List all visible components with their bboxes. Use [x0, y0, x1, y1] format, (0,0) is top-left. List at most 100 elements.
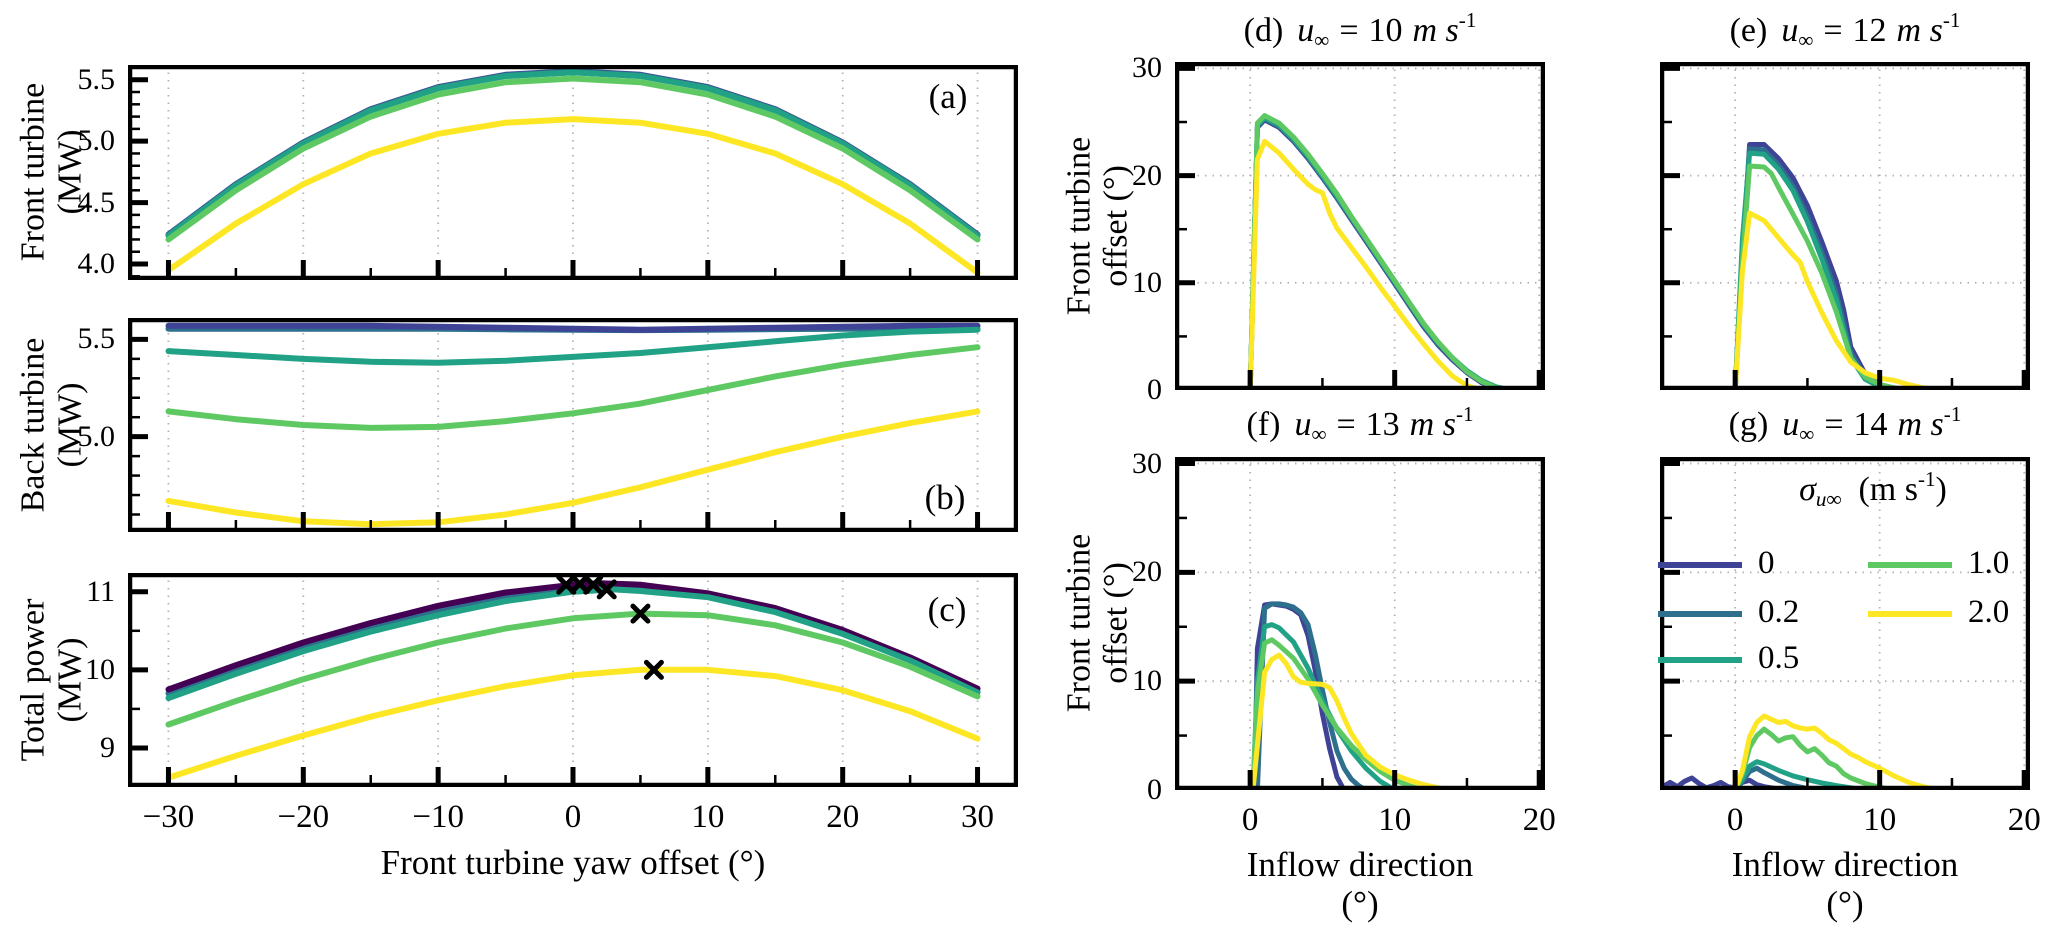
panel-border: [1660, 62, 2030, 390]
panel-border: [1175, 62, 1545, 390]
y-tick-label: 0: [1147, 373, 1162, 406]
panel-g-plot: [1660, 457, 2030, 790]
y-tick-label: 30: [1132, 446, 1162, 480]
legend: σu∞ (m s-1) 0 0.2 0.5 1.0 2.0: [1650, 457, 2038, 790]
y-tick-label: 0: [1147, 773, 1162, 806]
optimum-x-marker: [556, 574, 577, 595]
x-tick-label: −20: [277, 799, 330, 835]
legend-label: 2.0: [1968, 594, 2010, 630]
legend-entry-4: 2.0: [1868, 592, 2009, 632]
panel-a-letter: (a): [928, 77, 968, 116]
y-tick-label: 4.5: [77, 185, 116, 219]
panel-a-plot: [128, 65, 1018, 280]
panel-border: [128, 65, 1018, 280]
left-xlabel: Front turbine yaw offset (°): [380, 843, 766, 882]
optimum-x-marker: [643, 659, 664, 680]
panel-d-title: (d) u∞ = 10 m s-1: [1243, 8, 1477, 52]
series-line-sigma-0.2: [1732, 146, 1897, 390]
x-tick-label: 20: [2007, 802, 2041, 838]
panel-c-plot: [128, 573, 1018, 787]
legend-entry-1: 0.2: [1658, 592, 1799, 632]
x-tick-label: 20: [1522, 802, 1556, 838]
series-line-sigma-1.0: [165, 75, 981, 243]
series-line-sigma-1.0: [1250, 637, 1427, 790]
panel-b-plot: [128, 318, 1018, 532]
panel-border: [128, 573, 1018, 787]
panel-b-letter: (b): [924, 478, 966, 517]
series-line-sigma-0: [1252, 601, 1347, 790]
optimum-x-marker: [630, 603, 651, 624]
series-line-sigma-2.0: [1250, 652, 1455, 790]
series-line-sigma-0: [165, 580, 981, 693]
y-tick-label: 10: [85, 652, 115, 686]
y-tick-label: 5.0: [77, 124, 116, 158]
x-tick-label: 20: [826, 799, 860, 835]
y-tick-label: 4.0: [77, 247, 116, 281]
x-tick-label: 10: [691, 799, 725, 835]
series-line-sigma-0.5: [1250, 622, 1398, 790]
legend-line-swatch: [1658, 657, 1742, 664]
legend-entry-3: 1.0: [1868, 543, 2009, 583]
legend-label: 0.5: [1758, 640, 1800, 676]
series-line-sigma-0.5: [165, 326, 981, 366]
legend-line-swatch: [1658, 611, 1742, 618]
x-tick-label: 0: [564, 799, 582, 835]
panel-f-plot: [1175, 457, 1545, 790]
series-line-sigma-2.0: [1732, 713, 2027, 790]
y-tick-label: 30: [1132, 51, 1162, 85]
series-line-sigma-1.0: [165, 344, 981, 431]
series-line-sigma-2.0: [1732, 210, 1940, 390]
panel-c-ylabel: Total power (MW): [14, 598, 88, 762]
y-tick-label: 20: [1132, 555, 1162, 589]
series-line-sigma-0: [165, 322, 981, 333]
panel-d-plot: [1175, 62, 1545, 390]
y-tick-label: 5.0: [77, 419, 116, 453]
legend-label: 0: [1758, 545, 1775, 581]
series-line-sigma-2.0: [165, 116, 981, 276]
legend-line-swatch: [1868, 611, 1952, 618]
x-tick-label: 0: [1726, 802, 1744, 838]
legend-line-swatch: [1658, 562, 1742, 569]
y-tick-label: 9: [100, 730, 115, 764]
x-tick-label: 10: [1863, 802, 1897, 838]
panel-f-ylabel: Front turbine offset (°): [1060, 533, 1134, 713]
panel-f-title: (f) u∞ = 13 m s-1: [1246, 402, 1474, 446]
y-tick-label: 20: [1132, 158, 1162, 192]
x-tick-label: 30: [961, 799, 995, 835]
x-tick-label: −10: [412, 799, 464, 835]
x-tick-label: 0: [1241, 802, 1259, 838]
panel-border: [1175, 457, 1545, 790]
y-tick-label: 11: [86, 574, 115, 608]
panel-g-xlabel: Inflow direction (°): [1731, 845, 1959, 924]
panel-f-xlabel: Inflow direction (°): [1246, 845, 1474, 924]
legend-label: 0.2: [1758, 594, 1800, 630]
panel-d-ylabel: Front turbine offset (°): [1060, 136, 1134, 316]
panel-border: [128, 318, 1018, 532]
y-tick-label: 5.5: [77, 322, 116, 356]
legend-title: σu∞ (m s-1): [1799, 467, 1947, 511]
legend-entry-2: 0.5: [1658, 638, 1799, 678]
series-line-sigma-2.0: [165, 408, 981, 528]
panel-e-plot: [1660, 62, 2030, 390]
x-tick-label: 10: [1378, 802, 1412, 838]
series-line-sigma-2.0: [165, 666, 981, 781]
legend-entry-0: 0: [1658, 543, 1775, 583]
series-line-sigma-0.5: [165, 69, 981, 239]
series-line-sigma-1.0: [1732, 726, 2027, 790]
panel-border: [1660, 457, 2030, 790]
series-line-sigma-0.2: [1247, 116, 1513, 390]
series-line-sigma-1.0: [1732, 163, 1912, 390]
panel-e-title: (e) u∞ = 12 m s-1: [1729, 8, 1961, 52]
panel-a-ylabel: Front turbine (MW): [14, 82, 88, 262]
series-line-sigma-0.2: [1254, 601, 1369, 790]
optimum-x-marker: [596, 579, 617, 600]
legend-label: 1.0: [1968, 545, 2010, 581]
series-line-sigma-1.0: [1247, 113, 1513, 390]
series-line-sigma-0.5: [1732, 150, 1897, 390]
y-tick-label: 10: [1132, 664, 1162, 698]
x-tick-label: −30: [142, 799, 195, 835]
series-line-sigma-1.0: [165, 610, 981, 728]
series-line-sigma-0.5: [1247, 115, 1513, 390]
y-tick-label: 10: [1132, 265, 1162, 299]
